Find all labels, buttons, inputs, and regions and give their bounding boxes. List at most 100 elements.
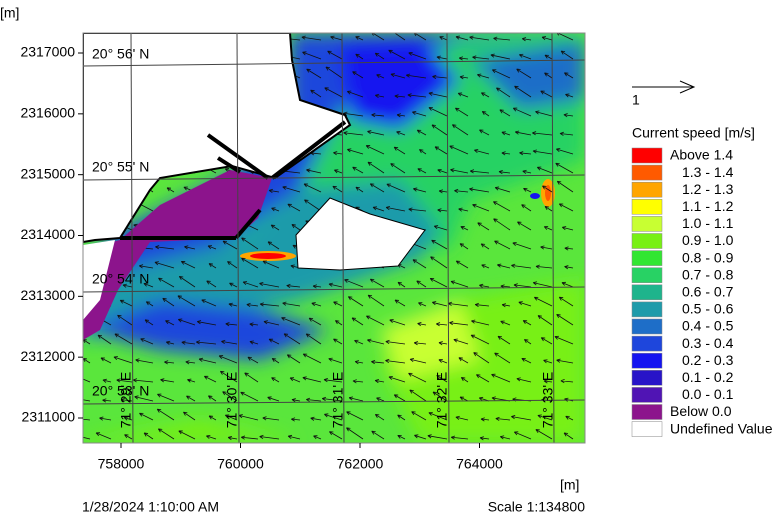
vector bbox=[286, 354, 301, 364]
vector bbox=[140, 338, 154, 345]
vector bbox=[367, 130, 385, 136]
vector bbox=[247, 356, 259, 364]
vector bbox=[533, 296, 553, 307]
vector bbox=[206, 434, 217, 440]
vector bbox=[365, 145, 385, 155]
legend-swatch bbox=[631, 352, 663, 369]
vector bbox=[517, 221, 532, 231]
vector bbox=[139, 412, 154, 421]
vector bbox=[310, 416, 322, 421]
vector bbox=[271, 207, 280, 212]
vector bbox=[348, 396, 364, 402]
vector bbox=[328, 282, 343, 288]
vector bbox=[565, 415, 574, 421]
vector bbox=[313, 435, 322, 440]
legend-swatch bbox=[631, 233, 663, 249]
legend-label: 1.3 - 1.4 bbox=[682, 164, 734, 180]
vector bbox=[329, 431, 343, 440]
vector bbox=[287, 434, 301, 440]
vector bbox=[102, 378, 112, 383]
vector bbox=[535, 110, 553, 117]
vector bbox=[143, 282, 154, 288]
vector bbox=[154, 261, 175, 269]
vector bbox=[321, 396, 343, 402]
vector bbox=[544, 72, 553, 79]
vector bbox=[460, 377, 469, 383]
vector bbox=[428, 107, 448, 117]
vector bbox=[416, 280, 427, 288]
vector bbox=[479, 436, 490, 441]
vector bbox=[367, 161, 385, 174]
vector bbox=[227, 435, 238, 441]
vector bbox=[521, 357, 532, 364]
vector bbox=[301, 35, 322, 41]
vector bbox=[164, 360, 175, 365]
vector bbox=[452, 124, 469, 136]
vector bbox=[267, 241, 280, 250]
legend-label: 0.7 - 0.8 bbox=[682, 266, 734, 282]
vector bbox=[83, 377, 91, 383]
vector bbox=[268, 338, 280, 345]
vector bbox=[523, 187, 532, 193]
vector bbox=[219, 370, 238, 383]
vector bbox=[555, 162, 574, 174]
legend-swatch bbox=[631, 216, 663, 232]
vector bbox=[271, 377, 280, 383]
vector bbox=[397, 434, 406, 440]
legend-label: 0.8 - 0.9 bbox=[682, 249, 734, 265]
vector bbox=[116, 378, 133, 383]
legend-label: 0.4 - 0.5 bbox=[682, 318, 734, 334]
vector bbox=[122, 283, 133, 288]
x-unit: [m] bbox=[560, 477, 579, 493]
vector bbox=[225, 322, 238, 327]
vector bbox=[408, 52, 427, 60]
vector bbox=[227, 261, 238, 269]
legend-label: Undefined Value bbox=[670, 420, 773, 436]
vector bbox=[469, 169, 490, 174]
vector bbox=[543, 226, 553, 231]
vector bbox=[328, 357, 343, 364]
vector bbox=[246, 302, 259, 308]
vector bbox=[459, 396, 469, 402]
vector bbox=[493, 218, 511, 231]
timestamp: 1/28/2024 1:10:00 AM bbox=[82, 499, 219, 515]
vector bbox=[165, 340, 175, 345]
vector bbox=[160, 378, 175, 383]
vector bbox=[438, 341, 448, 346]
vector bbox=[511, 263, 532, 269]
vector bbox=[346, 427, 364, 440]
vector bbox=[474, 148, 490, 155]
vector bbox=[303, 183, 322, 193]
vector bbox=[408, 207, 427, 212]
vector bbox=[470, 334, 490, 345]
land bbox=[83, 240, 115, 320]
vector bbox=[428, 411, 448, 421]
y-tick-label: 2317000 bbox=[20, 44, 75, 60]
vector bbox=[490, 53, 511, 60]
vector bbox=[355, 186, 364, 193]
vector bbox=[418, 302, 427, 307]
vector bbox=[560, 379, 574, 384]
vector bbox=[513, 431, 532, 440]
legend-swatch bbox=[631, 335, 663, 352]
graticule-labels: 20° 56' N20° 55' N20° 54' N20° 53' N71° … bbox=[92, 46, 556, 429]
vector bbox=[324, 87, 343, 98]
vector bbox=[305, 397, 322, 402]
vector bbox=[332, 185, 343, 193]
vector bbox=[556, 313, 574, 326]
vector bbox=[352, 166, 364, 174]
harbour-basin bbox=[83, 170, 272, 340]
vector bbox=[481, 264, 490, 269]
vector bbox=[523, 339, 532, 345]
latitude-label: 20° 55' N bbox=[92, 159, 149, 175]
vector bbox=[556, 33, 574, 41]
vector bbox=[537, 414, 553, 421]
vector bbox=[499, 435, 511, 440]
vector bbox=[439, 36, 448, 41]
vector bbox=[480, 417, 490, 422]
vector bbox=[347, 296, 364, 307]
vector bbox=[413, 187, 427, 193]
y-unit: [m] bbox=[0, 5, 19, 21]
vector bbox=[394, 33, 406, 41]
x-tick-label: 764000 bbox=[456, 456, 503, 472]
